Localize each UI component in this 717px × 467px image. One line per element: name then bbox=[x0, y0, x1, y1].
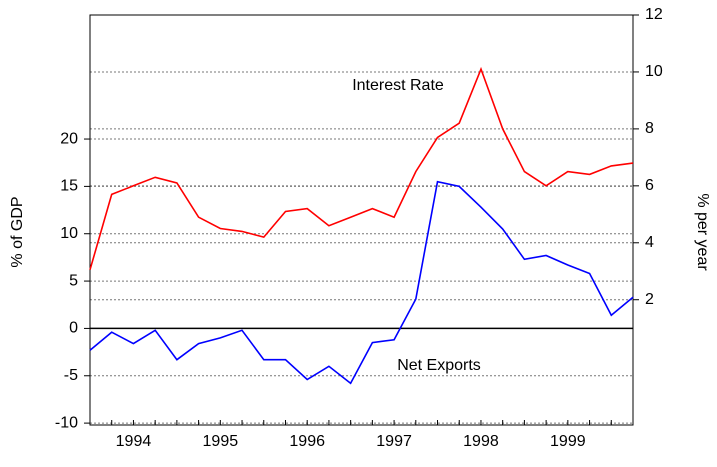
x-tick-label: 1995 bbox=[203, 433, 239, 450]
y-tick-label: 15 bbox=[60, 178, 78, 195]
y2-tick-label: 2 bbox=[645, 291, 654, 308]
series-label: Net Exports bbox=[397, 357, 481, 374]
y2-tick-label: 4 bbox=[645, 234, 654, 251]
y2-tick-label: 8 bbox=[645, 120, 654, 137]
series-label: Interest Rate bbox=[352, 77, 444, 94]
y-tick-label: 10 bbox=[60, 225, 78, 242]
y-axis-label: % of GDP bbox=[9, 196, 26, 267]
series-line bbox=[89, 66, 634, 271]
series-line bbox=[89, 180, 634, 385]
plot-frame bbox=[89, 14, 634, 426]
y2-tick-label: 12 bbox=[645, 6, 663, 23]
x-tick-label: 1997 bbox=[376, 433, 412, 450]
y2-tick-label: 10 bbox=[645, 63, 663, 80]
y-tick-label: -5 bbox=[64, 367, 78, 384]
y-tick-label: 20 bbox=[60, 130, 78, 147]
y-tick-label: 5 bbox=[69, 272, 78, 289]
y-tick-label: 0 bbox=[69, 320, 78, 337]
x-tick-label: 1994 bbox=[116, 433, 152, 450]
y2-tick-label: 6 bbox=[645, 177, 654, 194]
x-tick-label: 1998 bbox=[463, 433, 499, 450]
x-tick-label: 1996 bbox=[289, 433, 325, 450]
y2-axis-label: % per year bbox=[694, 193, 711, 271]
x-tick-label: 1999 bbox=[550, 433, 586, 450]
y-tick-label: -10 bbox=[55, 414, 78, 431]
